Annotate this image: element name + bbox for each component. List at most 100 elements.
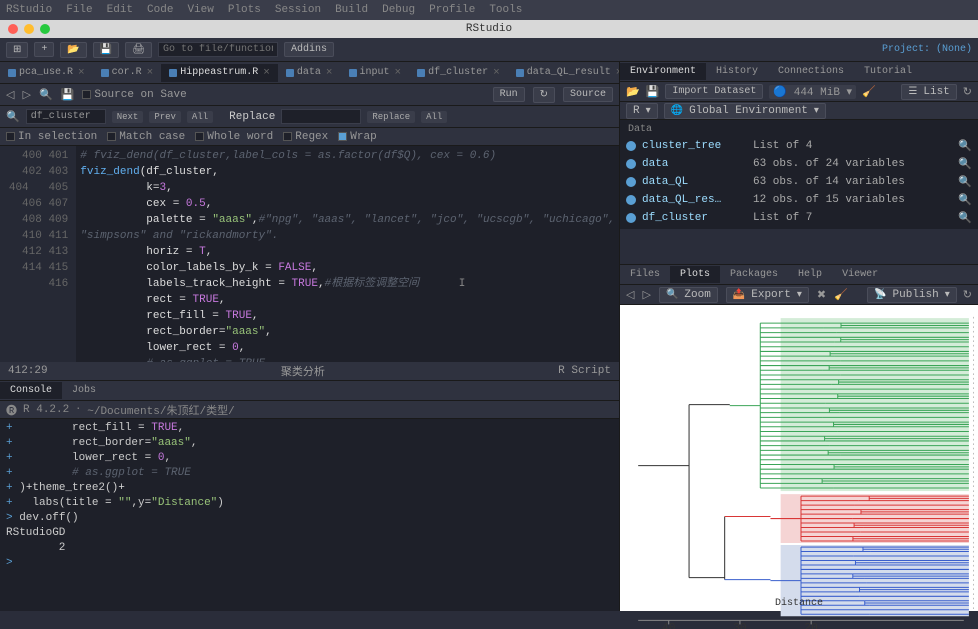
- publish-button[interactable]: 📡 Publish ▾: [867, 287, 957, 303]
- code-editor[interactable]: 400 401 402 403 404 405 406 407 408 409 …: [0, 146, 619, 362]
- save-button[interactable]: 💾: [93, 42, 119, 58]
- replace-input[interactable]: [281, 109, 361, 124]
- console-tabs: Console Jobs: [0, 381, 619, 401]
- load-icon[interactable]: 📂: [626, 85, 640, 99]
- save-icon[interactable]: 💾: [61, 88, 75, 102]
- find-option-whole-word[interactable]: Whole word: [195, 131, 273, 143]
- close-tab-icon[interactable]: ×: [326, 67, 333, 79]
- source-tab[interactable]: Hippeastrum.R×: [161, 64, 278, 82]
- env-section-data: Data: [620, 122, 978, 137]
- source-tab[interactable]: cor.R×: [93, 64, 162, 82]
- back-icon[interactable]: ◁: [6, 88, 14, 102]
- new-project-button[interactable]: +: [34, 42, 54, 57]
- tab-environment[interactable]: Environment: [620, 63, 706, 80]
- source-tab[interactable]: df_cluster×: [409, 64, 508, 82]
- tab-console[interactable]: Console: [0, 382, 62, 399]
- data-icon: [626, 159, 636, 169]
- tab-files[interactable]: Files: [620, 266, 670, 283]
- tab-plots[interactable]: Plots: [670, 266, 720, 283]
- inspect-icon[interactable]: 🔍: [958, 139, 972, 153]
- close-tab-icon[interactable]: ×: [493, 67, 500, 79]
- find-input[interactable]: [26, 109, 106, 124]
- remove-plot-icon[interactable]: ✖: [817, 288, 826, 302]
- menubar-item[interactable]: File: [66, 4, 92, 16]
- save-icon[interactable]: 💾: [646, 85, 660, 99]
- replace-button[interactable]: Replace: [367, 111, 415, 123]
- source-tab[interactable]: input×: [341, 64, 410, 82]
- refresh-icon[interactable]: ↻: [963, 85, 972, 99]
- project-label[interactable]: Project: (None): [882, 44, 972, 55]
- print-button[interactable]: 🖨: [125, 42, 152, 58]
- menubar-item[interactable]: Build: [335, 4, 368, 16]
- refresh-icon[interactable]: ↻: [963, 288, 972, 302]
- tab-history[interactable]: History: [706, 63, 768, 80]
- menubar-item[interactable]: Edit: [107, 4, 133, 16]
- source-tab[interactable]: data×: [278, 64, 341, 82]
- menubar-item[interactable]: Plots: [228, 4, 261, 16]
- prev-plot-icon[interactable]: ◁: [626, 288, 634, 302]
- new-file-button[interactable]: ⊞: [6, 42, 28, 58]
- menubar-item[interactable]: Tools: [489, 4, 522, 16]
- file-icon: [8, 69, 16, 77]
- find-next-button[interactable]: Next: [112, 111, 144, 123]
- maximize-icon[interactable]: [40, 24, 50, 34]
- tab-connections[interactable]: Connections: [768, 63, 854, 80]
- close-tab-icon[interactable]: ×: [78, 67, 85, 79]
- export-button[interactable]: 📤 Export ▾: [726, 287, 809, 303]
- close-tab-icon[interactable]: ×: [147, 67, 154, 79]
- find-option-regex[interactable]: Regex: [283, 131, 328, 143]
- source-tab[interactable]: data_QL_result×: [508, 64, 619, 82]
- inspect-icon[interactable]: 🔍: [958, 157, 972, 171]
- tab-viewer[interactable]: Viewer: [832, 266, 888, 283]
- close-tab-icon[interactable]: ×: [263, 67, 270, 79]
- import-dataset-button[interactable]: Import Dataset: [665, 84, 763, 99]
- find-option-wrap[interactable]: Wrap: [338, 131, 376, 143]
- replace-all-button[interactable]: All: [421, 111, 447, 123]
- menubar-item[interactable]: Code: [147, 4, 173, 16]
- find-option-match-case[interactable]: Match case: [107, 131, 185, 143]
- source-button[interactable]: Source: [563, 87, 613, 102]
- menubar-item[interactable]: Profile: [429, 4, 475, 16]
- console-output[interactable]: + rect_fill = TRUE, + rect_border="aaas"…: [0, 419, 619, 611]
- r-scope-button[interactable]: R ▾: [626, 103, 658, 119]
- clear-plots-icon[interactable]: 🧹: [834, 288, 848, 302]
- addins-button[interactable]: Addins: [284, 42, 334, 57]
- source-on-save-checkbox[interactable]: Source on Save: [82, 89, 186, 101]
- menubar-item[interactable]: View: [187, 4, 213, 16]
- list-view-button[interactable]: ☰ List: [901, 84, 956, 100]
- close-tab-icon[interactable]: ×: [616, 67, 619, 79]
- global-env-button[interactable]: 🌐 Global Environment ▾: [664, 103, 826, 119]
- close-tab-icon[interactable]: ×: [395, 67, 402, 79]
- minimize-icon[interactable]: [24, 24, 34, 34]
- broom-icon[interactable]: 🧹: [862, 85, 876, 99]
- tab-help[interactable]: Help: [788, 266, 832, 283]
- close-icon[interactable]: [8, 24, 18, 34]
- tab-jobs[interactable]: Jobs: [62, 382, 106, 399]
- menubar-item[interactable]: RStudio: [6, 4, 52, 16]
- env-variable[interactable]: data_QL_res…12 obs. of 15 variables🔍: [620, 191, 978, 209]
- menubar-item[interactable]: Debug: [382, 4, 415, 16]
- show-icon[interactable]: 🔍: [39, 88, 53, 102]
- inspect-icon[interactable]: 🔍: [958, 175, 972, 189]
- tab-packages[interactable]: Packages: [720, 266, 788, 283]
- env-variable[interactable]: df_clusterList of 7🔍: [620, 209, 978, 227]
- env-variable[interactable]: cluster_treeList of 4🔍: [620, 137, 978, 155]
- open-file-button[interactable]: 📂: [60, 42, 86, 58]
- run-button[interactable]: Run: [493, 87, 525, 102]
- source-tab[interactable]: pca_use.R×: [0, 64, 93, 82]
- tab-tutorial[interactable]: Tutorial: [854, 63, 922, 80]
- forward-icon[interactable]: ▷: [22, 88, 30, 102]
- inspect-icon[interactable]: 🔍: [958, 193, 972, 207]
- find-prev-button[interactable]: Prev: [149, 111, 181, 123]
- menubar-item[interactable]: Session: [275, 4, 321, 16]
- env-variable[interactable]: data_QL63 obs. of 14 variables🔍: [620, 173, 978, 191]
- find-all-button[interactable]: All: [187, 111, 213, 123]
- find-option-in-selection[interactable]: In selection: [6, 131, 97, 143]
- zoom-button[interactable]: 🔍 Zoom: [659, 287, 718, 303]
- rerun-button[interactable]: ↻: [533, 87, 555, 103]
- goto-input[interactable]: [158, 42, 278, 57]
- next-plot-icon[interactable]: ▷: [642, 288, 650, 302]
- inspect-icon[interactable]: 🔍: [958, 211, 972, 225]
- data-icon: [626, 177, 636, 187]
- env-variable[interactable]: data63 obs. of 24 variables🔍: [620, 155, 978, 173]
